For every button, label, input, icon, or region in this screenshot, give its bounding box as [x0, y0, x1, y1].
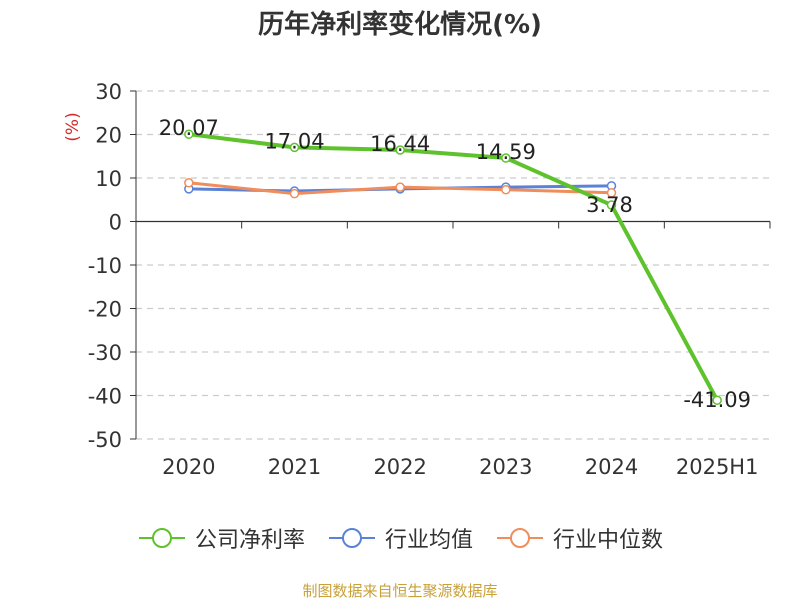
data-label: 17.04 — [264, 129, 324, 153]
y-tick-label: -10 — [88, 254, 122, 278]
x-tick-label: 2024 — [585, 455, 638, 479]
data-point — [289, 142, 300, 153]
data-label: 3.78 — [586, 193, 633, 217]
y-tick-label: 0 — [109, 211, 122, 235]
legend-line-circle-icon — [497, 528, 543, 548]
source-note: 制图数据来自恒生聚源数据库 — [302, 582, 498, 600]
data-point — [606, 188, 617, 198]
data-point — [395, 182, 405, 192]
legend-item-company[interactable]: 公司净利率 — [137, 522, 305, 554]
y-tick-label: -40 — [88, 385, 122, 409]
data-label: 16.44 — [370, 132, 430, 156]
data-point — [501, 153, 511, 163]
legend-label-industry-avg: 行业均值 — [384, 528, 473, 553]
legend-label-company: 公司净利率 — [194, 528, 305, 553]
data-label: 14.59 — [476, 140, 536, 164]
y-axis-label: (%) — [63, 112, 83, 141]
y-tick-label: -50 — [88, 428, 122, 452]
x-tick-label: 2022 — [373, 455, 426, 479]
legend-item-industry-median[interactable]: 行业中位数 — [495, 522, 663, 554]
chart-title: 历年净利率变化情况(%) — [258, 10, 542, 40]
x-tick-label: 2020 — [162, 455, 215, 479]
data-label: 20.07 — [159, 116, 219, 140]
legend-line-circle-icon — [328, 528, 375, 548]
legend: 公司净利率 行业均值 行业中位数 — [0, 522, 800, 554]
y-tick-label: 10 — [95, 167, 122, 191]
y-tick-label: 20 — [95, 124, 122, 148]
data-label: -41.09 — [683, 388, 751, 412]
y-tick-label: -30 — [88, 341, 122, 365]
data-point — [606, 200, 617, 210]
data-point — [184, 178, 194, 188]
data-point — [712, 395, 722, 405]
data-point — [395, 145, 405, 155]
data-point — [501, 184, 511, 195]
y-tick-label: 30 — [95, 80, 122, 104]
legend-line-circle-icon — [138, 528, 185, 548]
x-tick-label: 2023 — [479, 455, 532, 479]
x-tick-label: 2025H1 — [676, 455, 759, 479]
y-tick-label: -20 — [88, 298, 122, 322]
data-point — [289, 188, 300, 199]
legend-label-industry-median: 行业中位数 — [553, 528, 664, 553]
x-tick-label: 2021 — [268, 455, 321, 479]
data-point — [184, 129, 194, 139]
series-line-company — [188, 132, 719, 402]
legend-item-industry-avg[interactable]: 行业均值 — [327, 522, 473, 554]
